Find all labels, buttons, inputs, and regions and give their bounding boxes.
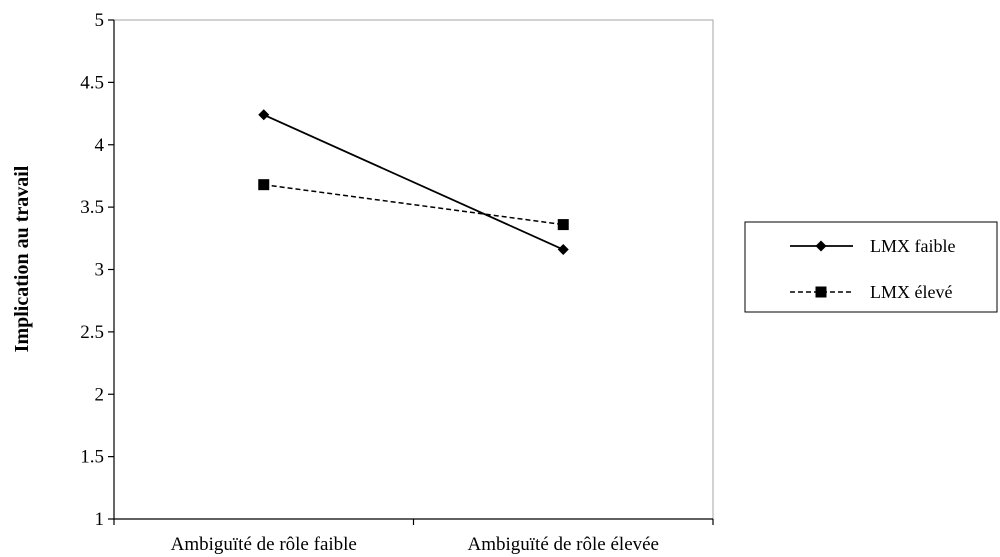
diamond-marker [815, 240, 827, 252]
y-tick-label: 4 [95, 135, 105, 156]
y-tick-label: 4.5 [80, 72, 104, 93]
y-axis-title: Implication au travail [11, 165, 33, 352]
square-marker [815, 286, 827, 298]
y-tick-label: 2 [95, 384, 105, 405]
diamond-marker [557, 244, 569, 256]
y-tick-label: 1 [95, 509, 105, 530]
x-ticks: Ambiguïté de rôle faible Ambiguïté de rôl… [113, 519, 714, 555]
y-ticks: 1 1.5 2 2.5 3 3.5 4 4.5 5 [80, 10, 114, 530]
legend-box [744, 221, 998, 313]
y-tick-label: 1.5 [80, 447, 104, 468]
y-tick-label: 5 [95, 10, 105, 31]
y-tick-label: 2.5 [80, 322, 104, 343]
square-marker [557, 219, 569, 231]
legend-items: LMX faible LMX élevé [790, 236, 955, 302]
series-line-1 [263, 113, 564, 251]
series-layer [258, 109, 569, 256]
plot-area-border [113, 19, 714, 520]
y-tick-label: 3 [95, 260, 105, 281]
legend-label-1: LMX faible [870, 236, 955, 256]
legend-label-2: LMX élevé [870, 282, 952, 302]
legend: LMX faible LMX élevé [744, 221, 998, 313]
series-line-2 [263, 183, 564, 226]
x-category-label: Ambiguïté de rôle faible [171, 534, 357, 555]
x-category-label: Ambiguïté de rôle élevée [467, 534, 659, 555]
square-marker [258, 179, 270, 191]
diamond-marker [258, 109, 270, 121]
y-tick-label: 3.5 [80, 197, 104, 218]
